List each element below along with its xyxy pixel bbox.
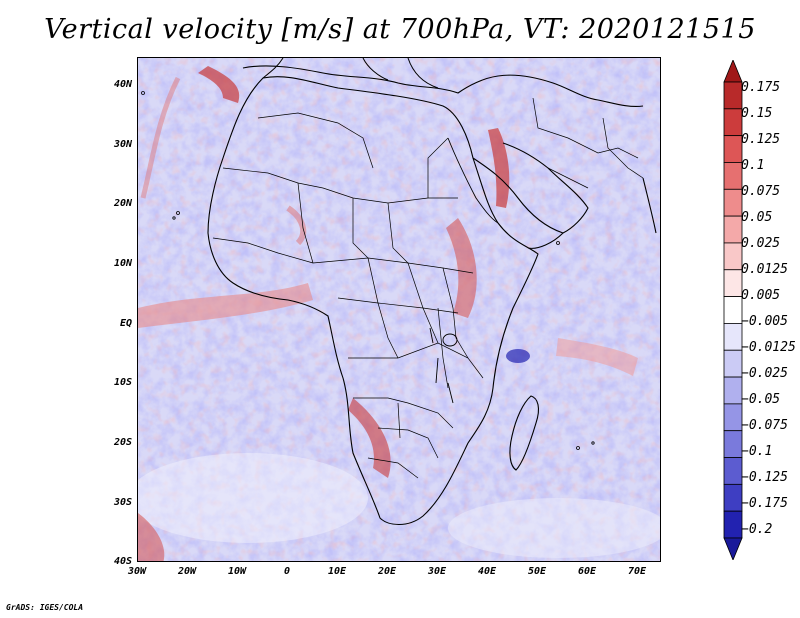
- colorbar-segment: [723, 108, 743, 137]
- colorbar-bottom-arrow: [723, 537, 743, 560]
- madagascar-outline: [509, 395, 540, 471]
- grads-footer: GrADS: IGES/COLA: [6, 603, 84, 612]
- colorbar-label: 0.0125: [741, 262, 788, 277]
- country-borders: [212, 97, 644, 479]
- colorbar-label: 0.125: [741, 132, 781, 147]
- x-tick-0: 0: [283, 566, 291, 577]
- y-tick-10s: 10S: [113, 377, 132, 388]
- velocity-field: [138, 58, 660, 561]
- y-tick-20n: 20N: [113, 198, 132, 209]
- colorbar-label: −0.025: [741, 366, 788, 381]
- colorbar-label: −0.2: [741, 522, 773, 537]
- y-tick-eq: EQ: [119, 318, 132, 329]
- colorbar-label: −0.05: [741, 392, 781, 407]
- colorbar-label: 0.15: [741, 106, 773, 121]
- y-tick-20s: 20S: [113, 437, 132, 448]
- x-tick-30w: 30W: [127, 566, 147, 577]
- colorbar-label: −0.175: [741, 496, 788, 511]
- colorbar-segment: [723, 188, 743, 217]
- colorbar-segment: [723, 349, 743, 378]
- africa-coastline: [207, 76, 539, 526]
- colorbar-label: 0.025: [741, 236, 781, 251]
- colorbar-segment: [723, 215, 743, 244]
- x-tick-10e: 10E: [327, 566, 347, 577]
- colorbar-segment: [723, 483, 743, 512]
- x-tick-60e: 60E: [577, 566, 597, 577]
- y-tick-40s: 40S: [113, 556, 132, 567]
- colorbar-segment: [723, 296, 743, 324]
- colorbar-label: −0.005: [741, 314, 788, 329]
- arabia-coastline: [472, 142, 589, 234]
- x-tick-10w: 10W: [227, 566, 247, 577]
- colorbar-segment: [723, 323, 743, 351]
- y-tick-30s: 30S: [113, 497, 132, 508]
- map-title: Vertical velocity [m/s] at 700hPa, VT: 2…: [44, 14, 756, 45]
- x-tick-30e: 30E: [427, 566, 447, 577]
- x-tick-40e: 40E: [477, 566, 497, 577]
- colorbar-label: 0.005: [741, 288, 781, 303]
- colorbar-label: 0.175: [741, 80, 781, 95]
- colorbar-segment: [723, 242, 743, 271]
- colorbar-segment: [723, 162, 743, 190]
- x-tick-70e: 70E: [627, 566, 647, 577]
- colorbar-label: 0.05: [741, 210, 773, 225]
- colorbar-top-arrow: [723, 60, 743, 83]
- colorbar-segment: [723, 376, 743, 405]
- colorbar-label: −0.075: [741, 418, 788, 433]
- ethiopian-highlands: [446, 218, 477, 318]
- colorbar-segment: [723, 457, 743, 485]
- colorbar-label: −0.125: [741, 470, 788, 485]
- colorbar-segment: [723, 430, 743, 458]
- x-tick-20e: 20E: [377, 566, 397, 577]
- y-tick-10n: 10N: [113, 258, 132, 269]
- colorbar-segment: [723, 510, 743, 539]
- y-tick-30n: 30N: [113, 139, 132, 150]
- colorbar-label: 0.1: [741, 158, 765, 173]
- itcz-band: [138, 283, 313, 328]
- map-panel: [137, 57, 661, 562]
- zagros-ascent: [488, 128, 510, 208]
- colorbar-segment: [723, 269, 743, 297]
- southern-africa-ascent: [348, 398, 391, 478]
- y-tick-40n: 40N: [113, 79, 132, 90]
- x-tick-50e: 50E: [527, 566, 547, 577]
- colorbar-segment: [723, 135, 743, 163]
- lakes: [429, 327, 458, 404]
- europe-coastline: [242, 65, 644, 107]
- colorbar-label: −0.1: [741, 444, 773, 459]
- x-tick-20w: 20W: [177, 566, 197, 577]
- colorbar: [723, 60, 743, 560]
- colorbar-segment: [723, 403, 743, 432]
- colorbar-label: 0.075: [741, 184, 781, 199]
- colorbar-segment: [723, 81, 743, 110]
- colorbar-label: −0.0125: [741, 340, 796, 355]
